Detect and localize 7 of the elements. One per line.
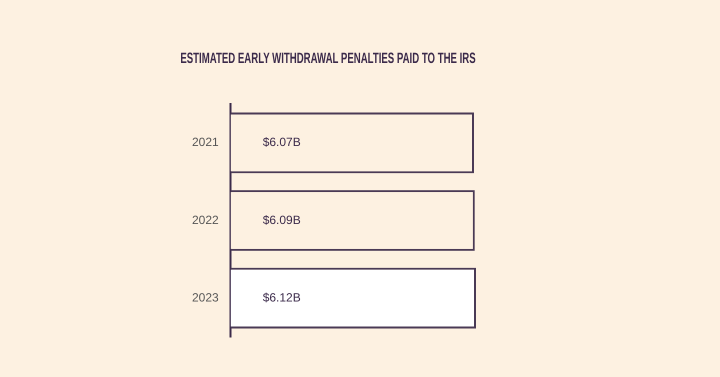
y-tick-label: 2021 bbox=[192, 135, 220, 150]
data-label: $6.09B bbox=[262, 212, 301, 227]
y-tick-label: 2023 bbox=[192, 290, 220, 304]
y-tick-label: 2022 bbox=[192, 212, 220, 227]
data-label: $6.07B bbox=[262, 135, 301, 150]
data-label: $6.12B bbox=[262, 290, 301, 304]
chart-title: ESTIMATED EARLY WITHDRAWAL PENALTIES PAID TO THE IRS bbox=[180, 50, 476, 67]
